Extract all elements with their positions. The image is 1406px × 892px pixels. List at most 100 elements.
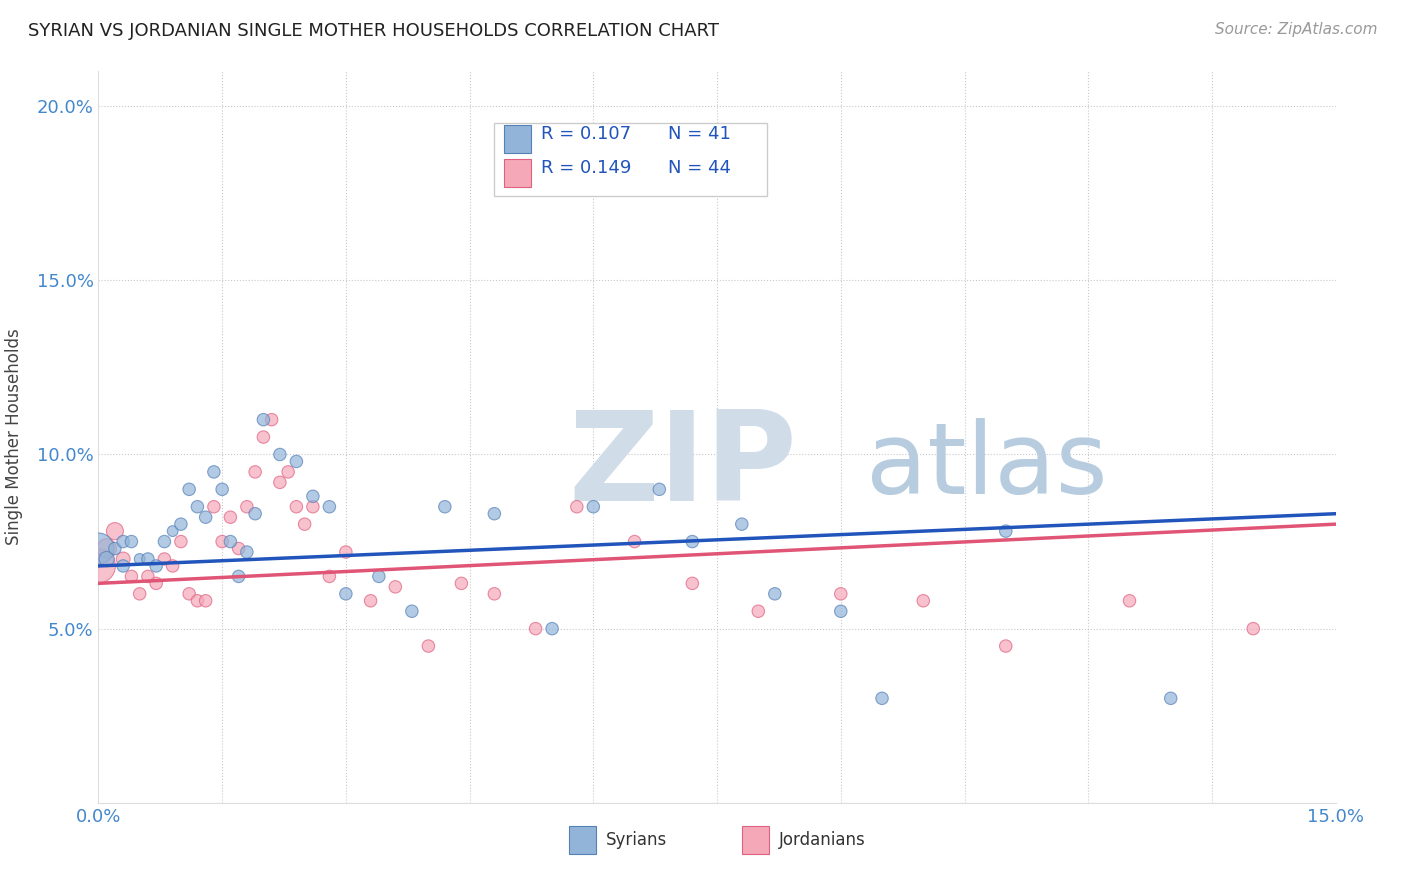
Point: [260, 412, 283, 426]
Point: [136, 552, 159, 566]
Point: [912, 594, 935, 608]
Point: [145, 576, 167, 591]
Text: N = 44: N = 44: [668, 159, 731, 177]
Point: [541, 622, 564, 636]
Y-axis label: Single Mother Households: Single Mother Households: [4, 329, 22, 545]
Point: [162, 524, 184, 538]
Text: Jordanians: Jordanians: [779, 831, 866, 849]
Point: [747, 604, 769, 618]
Point: [194, 510, 217, 524]
Point: [524, 622, 547, 636]
Point: [484, 507, 506, 521]
Point: [153, 534, 176, 549]
Point: [194, 594, 217, 608]
Text: N = 41: N = 41: [668, 125, 731, 143]
Point: [335, 587, 357, 601]
Point: [136, 569, 159, 583]
Point: [681, 576, 703, 591]
Point: [450, 576, 472, 591]
Point: [582, 500, 605, 514]
Point: [170, 534, 193, 549]
Point: [112, 558, 135, 573]
Point: [681, 534, 703, 549]
Point: [277, 465, 299, 479]
Point: [565, 500, 588, 514]
Text: Source: ZipAtlas.com: Source: ZipAtlas.com: [1215, 22, 1378, 37]
Bar: [568, 826, 596, 854]
Point: [236, 545, 259, 559]
Point: [186, 594, 208, 608]
Point: [269, 448, 291, 462]
Point: [243, 465, 266, 479]
Point: [96, 552, 118, 566]
Point: [186, 500, 208, 514]
Point: [994, 524, 1017, 538]
Text: R = 0.107: R = 0.107: [541, 125, 631, 143]
Point: [252, 430, 274, 444]
Bar: [742, 826, 769, 854]
Point: [418, 639, 440, 653]
Point: [1241, 622, 1264, 636]
Point: [401, 604, 423, 618]
Point: [994, 639, 1017, 653]
Point: [763, 587, 786, 601]
Point: [302, 500, 325, 514]
Point: [228, 541, 250, 556]
Point: [648, 483, 671, 497]
Point: [830, 587, 852, 601]
Point: [367, 569, 389, 583]
Point: [236, 500, 259, 514]
Point: [112, 534, 135, 549]
Point: [285, 454, 308, 468]
Point: [1160, 691, 1182, 706]
Point: [219, 510, 242, 524]
Point: [128, 552, 150, 566]
Point: [285, 500, 308, 514]
Bar: [505, 159, 531, 187]
Point: [104, 524, 127, 538]
Point: [211, 534, 233, 549]
Point: [433, 500, 456, 514]
Text: SYRIAN VS JORDANIAN SINGLE MOTHER HOUSEHOLDS CORRELATION CHART: SYRIAN VS JORDANIAN SINGLE MOTHER HOUSEH…: [28, 22, 718, 40]
Point: [243, 507, 266, 521]
Point: [153, 552, 176, 566]
Point: [302, 489, 325, 503]
Point: [87, 541, 110, 556]
Point: [170, 517, 193, 532]
Point: [1118, 594, 1140, 608]
Text: atlas: atlas: [866, 417, 1107, 515]
Point: [731, 517, 754, 532]
Bar: [505, 126, 531, 153]
Text: ZIP: ZIP: [568, 406, 797, 527]
Point: [484, 587, 506, 601]
Point: [870, 691, 893, 706]
Point: [219, 534, 242, 549]
Point: [120, 569, 142, 583]
Point: [179, 483, 201, 497]
Text: R = 0.149: R = 0.149: [541, 159, 631, 177]
Point: [211, 483, 233, 497]
Point: [269, 475, 291, 490]
Point: [384, 580, 406, 594]
Point: [104, 541, 127, 556]
Point: [360, 594, 382, 608]
Point: [830, 604, 852, 618]
Point: [335, 545, 357, 559]
Point: [202, 500, 225, 514]
Point: [318, 500, 340, 514]
Point: [202, 465, 225, 479]
Point: [252, 412, 274, 426]
Point: [294, 517, 316, 532]
Point: [162, 558, 184, 573]
Point: [112, 552, 135, 566]
Point: [87, 558, 110, 573]
Point: [96, 541, 118, 556]
Point: [128, 587, 150, 601]
Point: [179, 587, 201, 601]
Text: Syrians: Syrians: [606, 831, 666, 849]
Point: [623, 534, 645, 549]
Point: [228, 569, 250, 583]
FancyBboxPatch shape: [495, 122, 766, 195]
Point: [120, 534, 142, 549]
Point: [318, 569, 340, 583]
